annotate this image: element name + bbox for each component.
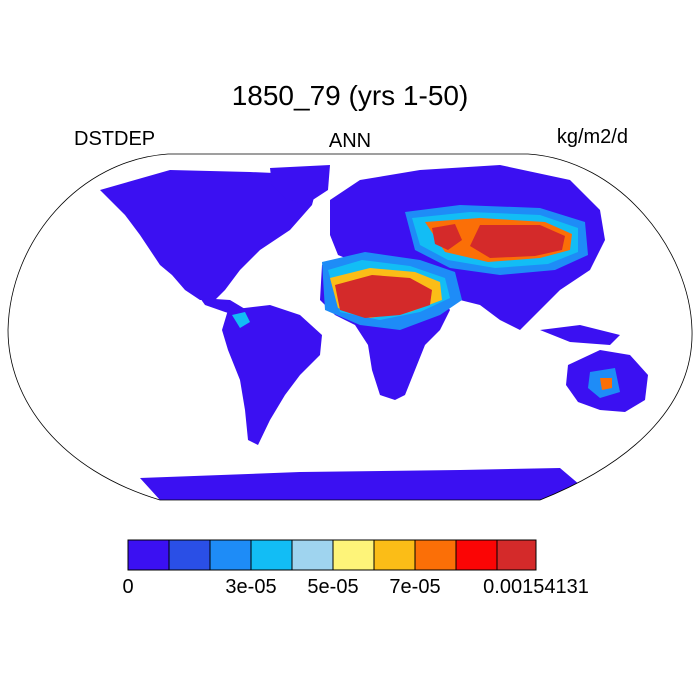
colorbar-label-1: 3e-05 [225, 576, 277, 598]
colorbar-label-3: 7e-05 [389, 576, 441, 598]
dust-australia-core [600, 378, 612, 390]
colorbar-label-2: 5e-05 [307, 576, 359, 598]
south-america [222, 305, 322, 445]
greenland [270, 165, 330, 205]
colorbar-swatch-4 [291, 539, 334, 571]
colorbar-swatch-5 [332, 539, 375, 571]
colorbar-swatch-8 [455, 539, 498, 571]
map-border [7, 153, 693, 501]
dust-aral-core [432, 224, 462, 250]
colorbar [127, 539, 537, 571]
colorbar-swatch-7 [414, 539, 457, 571]
antarctica [140, 468, 580, 500]
andes-dust [232, 312, 250, 328]
colorbar-swatch-3 [250, 539, 293, 571]
plot-title: 1850_79 (yrs 1-50) [231, 80, 469, 111]
dust-asia-core [470, 225, 565, 258]
colorbar-label-0: 0 [122, 576, 134, 598]
colorbar-swatch-2 [209, 539, 252, 571]
units-label: kg/m2/d [556, 126, 628, 148]
variable-name: DSTDEP [74, 128, 156, 150]
colorbar-swatch-9 [496, 539, 537, 571]
colorbar-swatch-0 [127, 539, 170, 571]
season-label: ANN [328, 130, 372, 152]
colorbar-swatch-6 [373, 539, 416, 571]
north-america [100, 170, 320, 300]
indonesia [540, 325, 620, 345]
colorbar-swatch-1 [168, 539, 211, 571]
dust-sahara-core [335, 275, 432, 318]
colorbar-label-4: 0.00154131 [483, 576, 589, 598]
